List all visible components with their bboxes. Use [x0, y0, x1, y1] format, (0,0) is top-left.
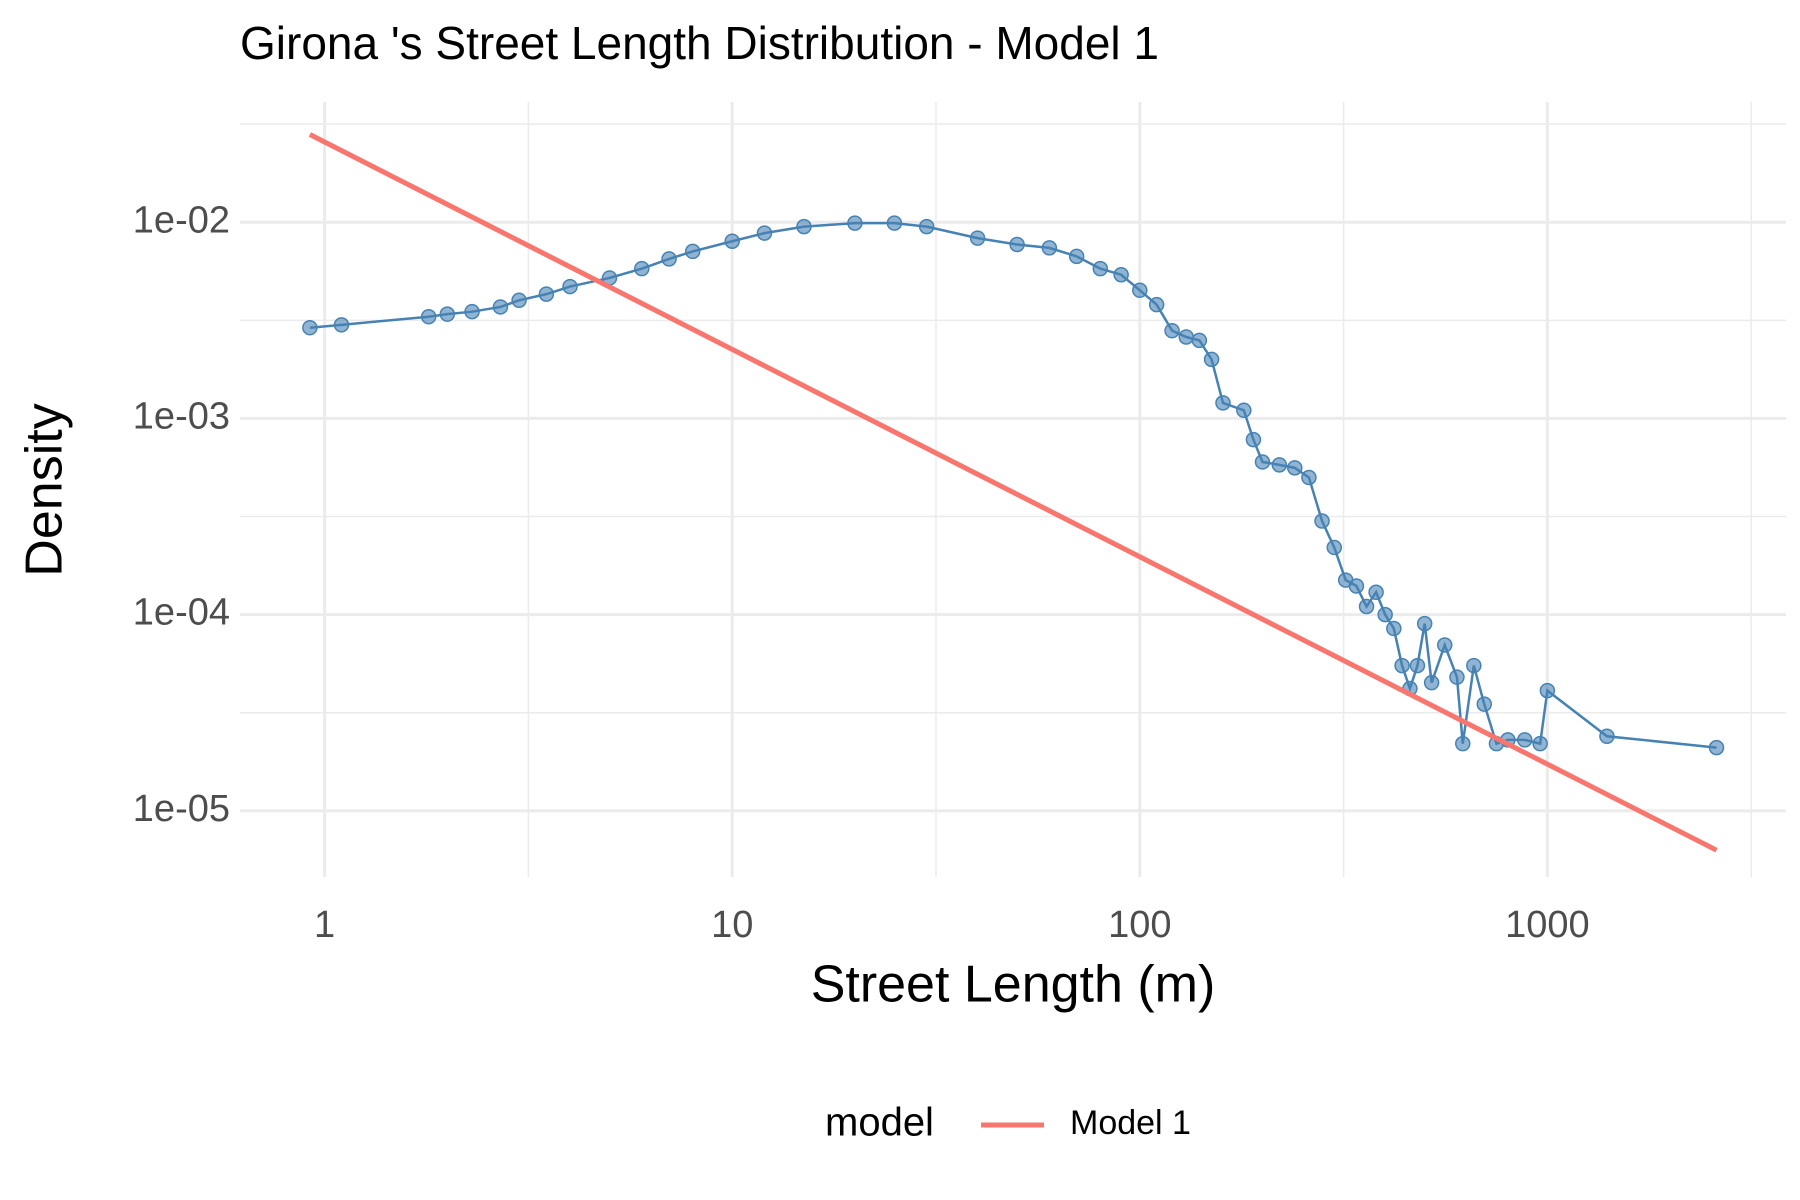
- data-point: [1132, 282, 1148, 299]
- data-point: [1301, 469, 1317, 486]
- data-point: [756, 225, 773, 241]
- legend-title: model: [825, 1101, 934, 1145]
- data-point: [333, 317, 350, 333]
- data-point: [1068, 248, 1085, 265]
- data-point: [1466, 657, 1482, 674]
- data-point: [464, 303, 480, 320]
- data-point: [1416, 615, 1433, 632]
- x-tick-label: 1000: [1505, 904, 1590, 946]
- data-point: [1409, 657, 1426, 674]
- data-point: [1539, 682, 1556, 699]
- data-point: [1326, 539, 1343, 556]
- data-point: [1599, 728, 1615, 744]
- data-point: [847, 215, 863, 231]
- data-point: [634, 260, 650, 277]
- data-point: [1092, 260, 1109, 277]
- data-point: [1423, 674, 1440, 691]
- legend-label: Model 1: [1070, 1104, 1191, 1142]
- data-point: [1449, 669, 1465, 685]
- data-point: [302, 319, 318, 336]
- data-point: [1254, 454, 1271, 470]
- data-point: [1386, 620, 1402, 637]
- data-point: [661, 251, 677, 267]
- data-point: [886, 215, 903, 231]
- model-line: [308, 132, 1718, 853]
- data-point: [1394, 657, 1410, 674]
- data-point: [1476, 696, 1492, 712]
- data-point: [969, 230, 986, 246]
- data-point: [1358, 598, 1375, 615]
- x-tick-label: 100: [1108, 904, 1171, 946]
- data-point: [538, 286, 555, 302]
- data-point: [1271, 457, 1288, 473]
- data-point: [1009, 236, 1025, 253]
- y-axis-title: Density: [16, 403, 74, 576]
- data-point: [1041, 240, 1058, 256]
- data-point: [796, 218, 812, 235]
- data-point: [1532, 735, 1548, 752]
- data-point: [492, 299, 509, 315]
- data-point: [1287, 460, 1303, 476]
- data-point: [1113, 266, 1129, 283]
- data-point: [684, 243, 701, 260]
- chart-title: Girona 's Street Length Distribution - M…: [240, 17, 1159, 69]
- data-point: [1215, 395, 1231, 411]
- data-point: [724, 233, 740, 249]
- data-point: [1164, 322, 1180, 339]
- data-point: [439, 306, 456, 322]
- data-point: [1203, 351, 1220, 368]
- data-point: [562, 278, 578, 295]
- data-point: [1377, 606, 1393, 623]
- x-tick-label: 1: [314, 904, 335, 946]
- data-point: [1236, 402, 1252, 419]
- data-point: [1348, 578, 1365, 594]
- data-point: [1436, 637, 1453, 653]
- y-tick-label: 1e-03: [133, 395, 230, 437]
- data-point: [1178, 329, 1194, 345]
- y-tick-label: 1e-05: [133, 788, 230, 830]
- data-point: [1191, 332, 1208, 349]
- data-point: [1148, 296, 1165, 313]
- data-point: [420, 308, 437, 325]
- data-point: [1708, 739, 1725, 756]
- x-axis-title: Street Length (m): [811, 956, 1216, 1014]
- data-point: [1368, 584, 1384, 601]
- data-point: [1314, 513, 1330, 529]
- y-tick-label: 1e-02: [133, 199, 230, 241]
- data-point: [1245, 431, 1262, 448]
- data-point: [1516, 732, 1533, 748]
- data-point: [511, 292, 527, 309]
- data-point: [918, 218, 935, 235]
- data-point: [1455, 735, 1471, 752]
- y-tick-label: 1e-04: [133, 592, 230, 634]
- x-tick-label: 10: [711, 904, 753, 946]
